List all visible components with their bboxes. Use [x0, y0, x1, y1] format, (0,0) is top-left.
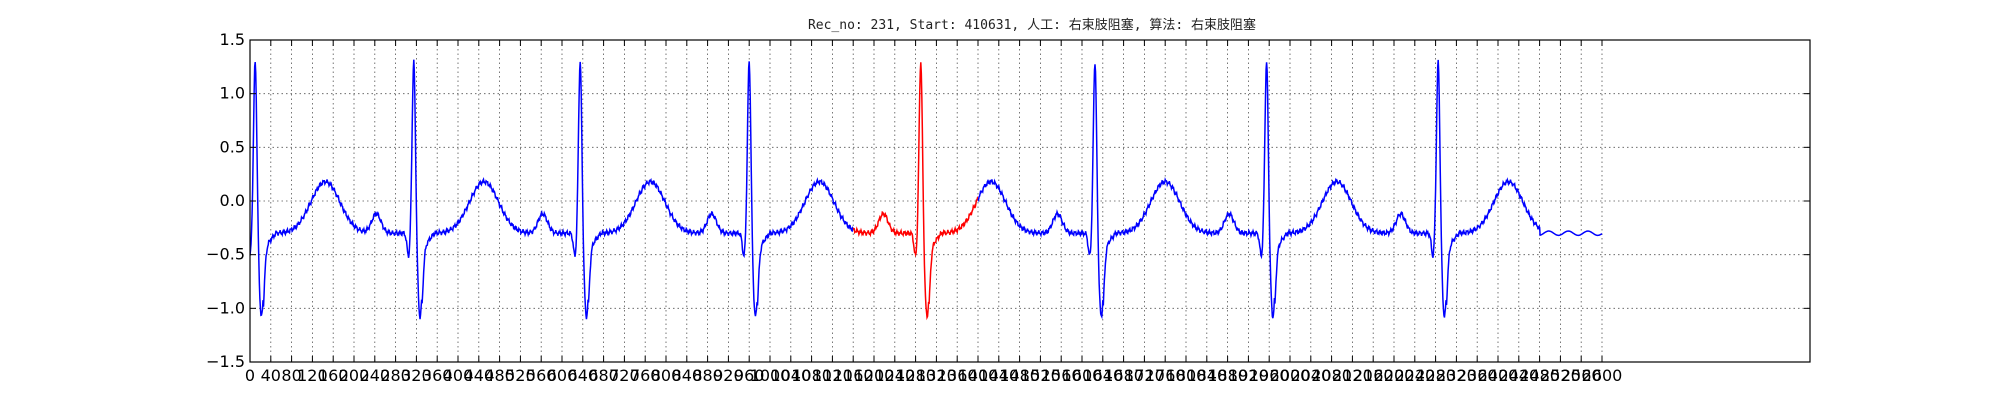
- x-tick-label: 880: [692, 366, 723, 385]
- x-tick-label: 160: [318, 366, 349, 385]
- ecg-highlight-segment: [852, 62, 979, 321]
- y-tick-label: 0.0: [220, 191, 245, 210]
- x-tick-label: 1360: [937, 366, 978, 385]
- x-tick-label: 920: [713, 366, 744, 385]
- ecg-series-layer: [250, 59, 1603, 321]
- x-tick-label: 280: [380, 366, 411, 385]
- y-tick-label: 1.5: [220, 30, 245, 49]
- x-tick-label: 2000: [1270, 366, 1311, 385]
- x-tick-label: 1280: [895, 366, 936, 385]
- x-tick-label: 0: [245, 366, 255, 385]
- x-tick-label: 400: [443, 366, 474, 385]
- x-tick-label: 840: [672, 366, 703, 385]
- x-tick-label: 680: [588, 366, 619, 385]
- x-tick-label: 1840: [1186, 366, 1227, 385]
- x-tick-label: 640: [568, 366, 599, 385]
- x-tick-label: 440: [464, 366, 495, 385]
- x-tick-label: 2320: [1436, 366, 1477, 385]
- x-tick-label: 1600: [1062, 366, 1103, 385]
- ecg-line-segment: [977, 59, 1603, 320]
- x-tick-label: 1160: [833, 366, 874, 385]
- x-tick-label: 1000: [750, 366, 791, 385]
- x-tick-label: 40: [261, 366, 281, 385]
- x-tick-label: 2560: [1561, 366, 1602, 385]
- x-tick-label: 2240: [1394, 366, 1435, 385]
- x-tick-label: 2080: [1311, 366, 1352, 385]
- x-tick-label: 2520: [1540, 366, 1581, 385]
- x-tick-label: 1040: [770, 366, 811, 385]
- x-tick-label: 1760: [1145, 366, 1186, 385]
- x-tick-label: 760: [630, 366, 661, 385]
- x-tick-label: 560: [526, 366, 557, 385]
- x-tick-label: 960: [734, 366, 765, 385]
- x-tick-label: 200: [339, 366, 370, 385]
- x-tick-label: 120: [297, 366, 328, 385]
- x-tick-label: 1520: [1020, 366, 1061, 385]
- ecg-line-segment: [250, 59, 854, 320]
- x-tick-label: 1320: [916, 366, 957, 385]
- x-tick-label: 800: [651, 366, 682, 385]
- x-tick-label: 1200: [854, 366, 895, 385]
- x-tick-label: 720: [609, 366, 640, 385]
- x-tick-label: 1080: [791, 366, 832, 385]
- x-tick-label: 2400: [1478, 366, 1519, 385]
- x-tick-label: 80: [281, 366, 301, 385]
- x-tick-label: 1120: [812, 366, 853, 385]
- chart-title: Rec_no: 231, Start: 410631, 人工: 右束肢阻塞, 算…: [808, 17, 1256, 33]
- x-tick-label: 1880: [1207, 366, 1248, 385]
- x-tick-label: 2160: [1353, 366, 1394, 385]
- x-tick-label: 1400: [958, 366, 999, 385]
- x-tick-label: 1920: [1228, 366, 1269, 385]
- x-tick-label: 1960: [1249, 366, 1290, 385]
- x-tick-label: 1680: [1103, 366, 1144, 385]
- x-tick-label: 2040: [1290, 366, 1331, 385]
- x-tick-label: 1800: [1166, 366, 1207, 385]
- y-tick-label: −0.5: [206, 245, 245, 264]
- x-tick-label: 520: [505, 366, 536, 385]
- x-tick-label: 2120: [1332, 366, 1373, 385]
- x-tick-label: 480: [484, 366, 515, 385]
- x-tick-label: 1480: [999, 366, 1040, 385]
- x-tick-label: 2280: [1415, 366, 1456, 385]
- x-tick-label: 2200: [1374, 366, 1415, 385]
- x-tick-label: 600: [547, 366, 578, 385]
- y-tick-label: −1.0: [206, 298, 245, 317]
- x-tick-label: 1440: [978, 366, 1019, 385]
- grid-layer: [249, 39, 1810, 363]
- y-tick-label: 0.5: [220, 137, 245, 156]
- x-tick-label: 2480: [1519, 366, 1560, 385]
- x-tick-label: 1240: [874, 366, 915, 385]
- x-tick-label: 1560: [1041, 366, 1082, 385]
- x-tick-label: 1720: [1124, 366, 1165, 385]
- axis-layer: 1.51.00.50.0−0.5−1.0−1.50 40 8012016020024…: [206, 30, 1811, 385]
- x-tick-label: 2440: [1498, 366, 1539, 385]
- y-tick-label: −1.5: [206, 352, 245, 371]
- x-tick-label: 1640: [1082, 366, 1123, 385]
- x-tick-label: 2600: [1582, 366, 1623, 385]
- x-tick-label: 360: [422, 366, 453, 385]
- x-tick-label: 2360: [1457, 366, 1498, 385]
- x-tick-label: 240: [360, 366, 391, 385]
- y-tick-label: 1.0: [220, 84, 245, 103]
- x-tick-label: 320: [401, 366, 432, 385]
